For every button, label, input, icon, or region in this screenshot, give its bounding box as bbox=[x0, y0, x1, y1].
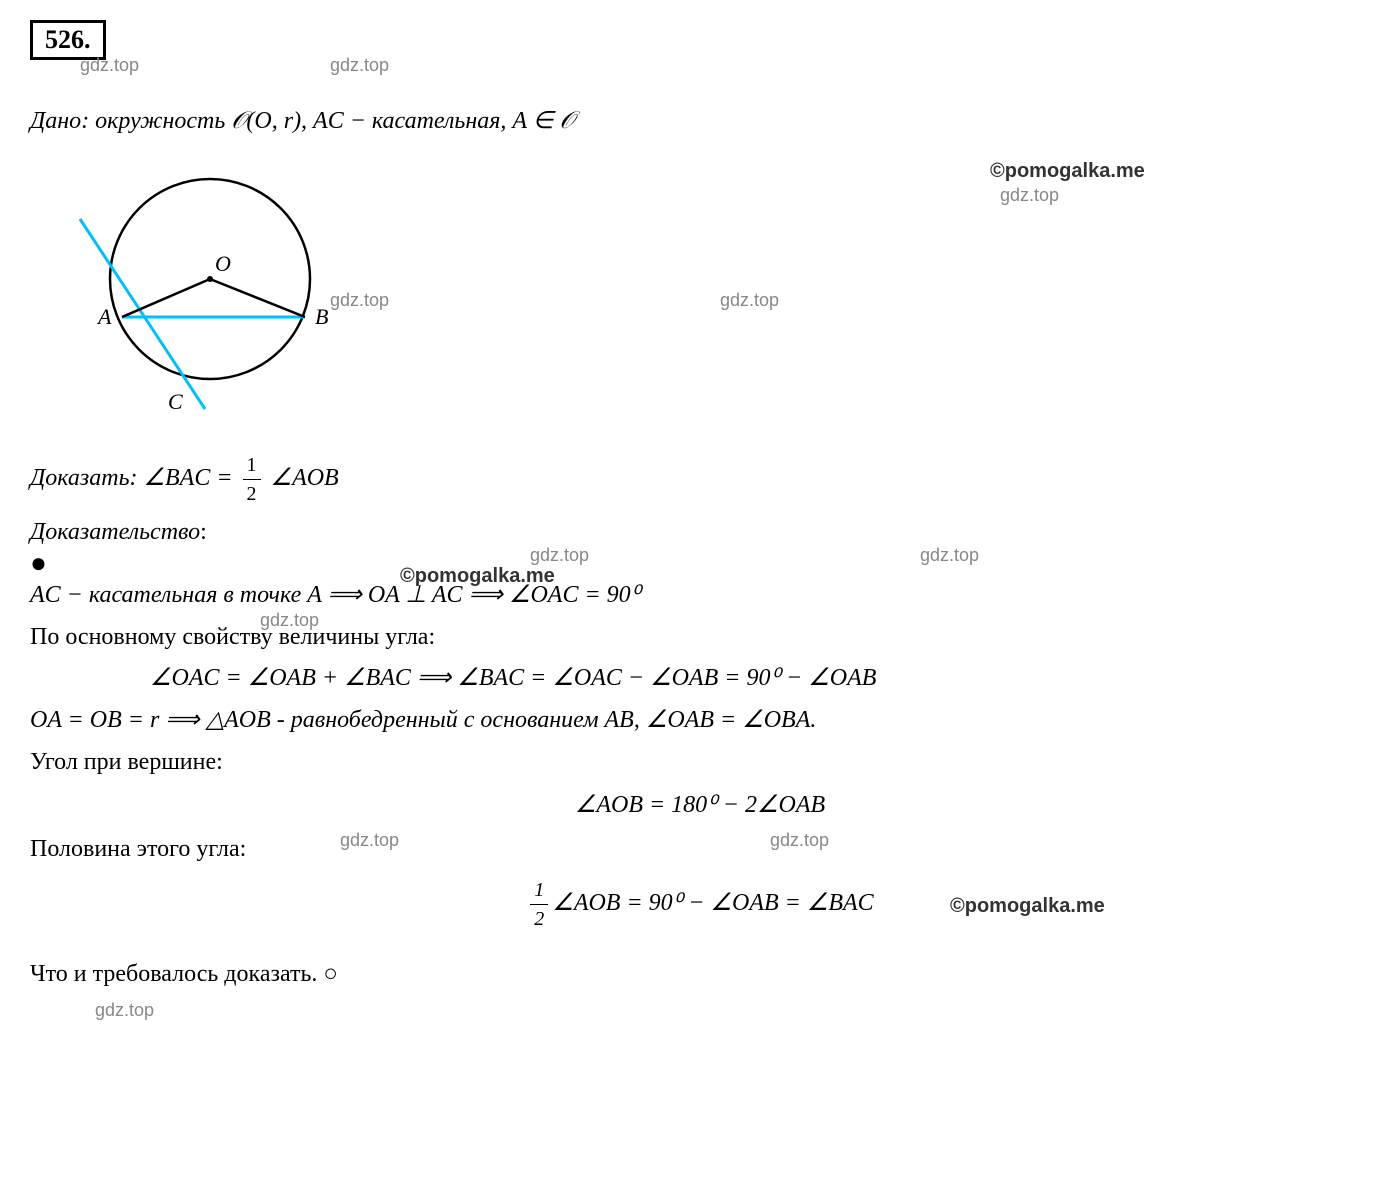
watermark-gdz: gdz.top bbox=[920, 545, 979, 566]
angle-sum-eq: ∠OAC = ∠OAB + ∠BAC ⟹ ∠BAC = ∠OAC − ∠OAB … bbox=[150, 662, 1370, 696]
watermark-gdz: gdz.top bbox=[260, 610, 319, 631]
given-text: : окружность 𝒪(O, r), AC − касательная, … bbox=[81, 108, 574, 134]
watermark-gdz: gdz.top bbox=[95, 1000, 154, 1021]
prove-label: Доказать bbox=[30, 465, 130, 491]
proof-label-line: Доказательство: bbox=[30, 516, 1370, 550]
watermark-gdz: gdz.top bbox=[720, 290, 779, 311]
prove-suffix: ∠AOB bbox=[265, 465, 339, 491]
given-label: Дано bbox=[30, 108, 81, 134]
apex-line: Угол при вершине: bbox=[30, 746, 1370, 780]
watermark-gdz: gdz.top bbox=[330, 55, 389, 76]
watermark-pomogalka: ©pomogalka.me bbox=[400, 565, 555, 588]
geometry-diagram: O A B C bbox=[50, 159, 1370, 436]
watermark-gdz: gdz.top bbox=[330, 290, 389, 311]
isoceles-line: OA = OB = r ⟹ △AOB - равнобедренный с ос… bbox=[30, 704, 1370, 738]
watermark-gdz: gdz.top bbox=[80, 55, 139, 76]
svg-text:C: C bbox=[168, 389, 183, 414]
proof-label: Доказательство bbox=[30, 519, 200, 545]
half-eq: 12∠AOB = 90⁰ − ∠OAB = ∠BAC bbox=[30, 876, 1370, 933]
svg-text:A: A bbox=[96, 304, 112, 329]
watermark-gdz: gdz.top bbox=[770, 830, 829, 851]
given-line: Дано: окружность 𝒪(O, r), AC − касательн… bbox=[30, 105, 1370, 139]
property-line: По основному свойству величины угла: bbox=[30, 621, 1370, 655]
prove-prefix: : ∠BAC = bbox=[130, 465, 239, 491]
svg-text:B: B bbox=[315, 304, 328, 329]
apex-eq: ∠AOB = 180⁰ − 2∠OAB bbox=[30, 789, 1370, 823]
problem-number: 526. bbox=[30, 20, 106, 60]
qed-line: Что и требовалось доказать. ○ bbox=[30, 958, 1370, 992]
half-line: Половина этого угла: bbox=[30, 833, 1370, 867]
svg-text:O: O bbox=[215, 251, 231, 276]
tangent-line: AC − касательная в точке A ⟹ OA ⊥ AC ⟹ ∠… bbox=[30, 579, 1370, 613]
prove-line: Доказать: ∠BAC = 12 ∠AOB bbox=[30, 451, 1370, 508]
watermark-pomogalka: ©pomogalka.me bbox=[950, 895, 1105, 918]
watermark-gdz: gdz.top bbox=[340, 830, 399, 851]
watermark-gdz: gdz.top bbox=[530, 545, 589, 566]
watermark-gdz: gdz.top bbox=[1000, 185, 1059, 206]
bullet: ● bbox=[30, 557, 1370, 571]
watermark-pomogalka: ©pomogalka.me bbox=[990, 160, 1145, 183]
